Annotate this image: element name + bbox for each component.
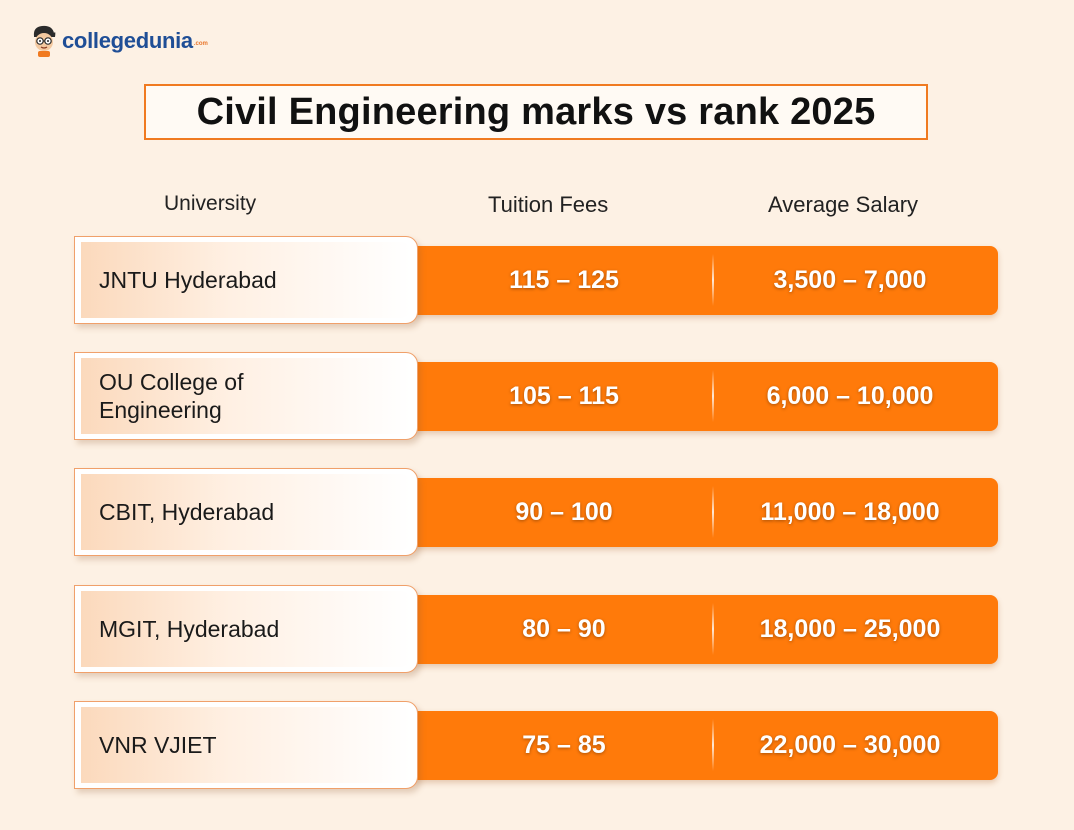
column-header-university: University (164, 192, 257, 215)
fees-value: 115 – 125 (509, 266, 619, 294)
university-name: JNTU Hyderabad (99, 267, 277, 293)
university-card: VNR VJIET (74, 701, 418, 789)
bar-divider (712, 254, 714, 306)
student-mascot-icon (33, 25, 56, 57)
university-card: CBIT, Hyderabad (74, 468, 418, 556)
salary-value: 11,000 – 18,000 (760, 498, 940, 526)
value-bar (394, 711, 998, 780)
university-name: CBIT, Hyderabad (99, 499, 275, 525)
fees-value: 75 – 85 (522, 731, 606, 759)
bar-divider (712, 370, 714, 422)
value-bar (394, 246, 998, 315)
table-row: CBIT, Hyderabad 90 – 100 11,000 – 18,000 (74, 468, 1004, 560)
table-row: OU College of Engineering 105 – 115 6,00… (74, 352, 1004, 444)
value-bar (394, 595, 998, 664)
university-name: VNR VJIET (99, 732, 217, 758)
column-header-salary: Average Salary (768, 192, 919, 217)
column-header-fees: Tuition Fees (488, 192, 609, 217)
salary-value: 6,000 – 10,000 (766, 382, 934, 410)
bar-divider (712, 719, 714, 771)
fees-value: 80 – 90 (522, 615, 606, 643)
salary-value: 22,000 – 30,000 (759, 731, 941, 759)
salary-value: 3,500 – 7,000 (773, 266, 927, 294)
university-card: MGIT, Hyderabad (74, 585, 418, 673)
fees-value: 105 – 115 (509, 382, 619, 410)
title-box: Civil Engineering marks vs rank 2025 (144, 84, 928, 140)
salary-value: 18,000 – 25,000 (759, 615, 941, 643)
bar-divider (712, 603, 714, 655)
brand-name: collegedunia (62, 28, 193, 53)
university-name: OU College of Engineering (99, 369, 244, 423)
bar-divider (712, 486, 714, 538)
brand-logo[interactable]: collegedunia .com (30, 24, 208, 58)
university-card: JNTU Hyderabad (74, 236, 418, 324)
brand-suffix: .com (193, 41, 208, 47)
university-name: MGIT, Hyderabad (99, 616, 280, 642)
table-row: MGIT, Hyderabad 80 – 90 18,000 – 25,000 (74, 585, 1004, 677)
table-row: VNR VJIET 75 – 85 22,000 – 30,000 (74, 701, 1004, 793)
value-bar (394, 362, 998, 431)
fees-value: 90 – 100 (515, 498, 613, 526)
page-title: Civil Engineering marks vs rank 2025 (196, 90, 876, 133)
value-bar (394, 478, 998, 547)
table-row: JNTU Hyderabad 115 – 125 3,500 – 7,000 (74, 236, 1004, 328)
university-card: OU College of Engineering (74, 352, 418, 440)
